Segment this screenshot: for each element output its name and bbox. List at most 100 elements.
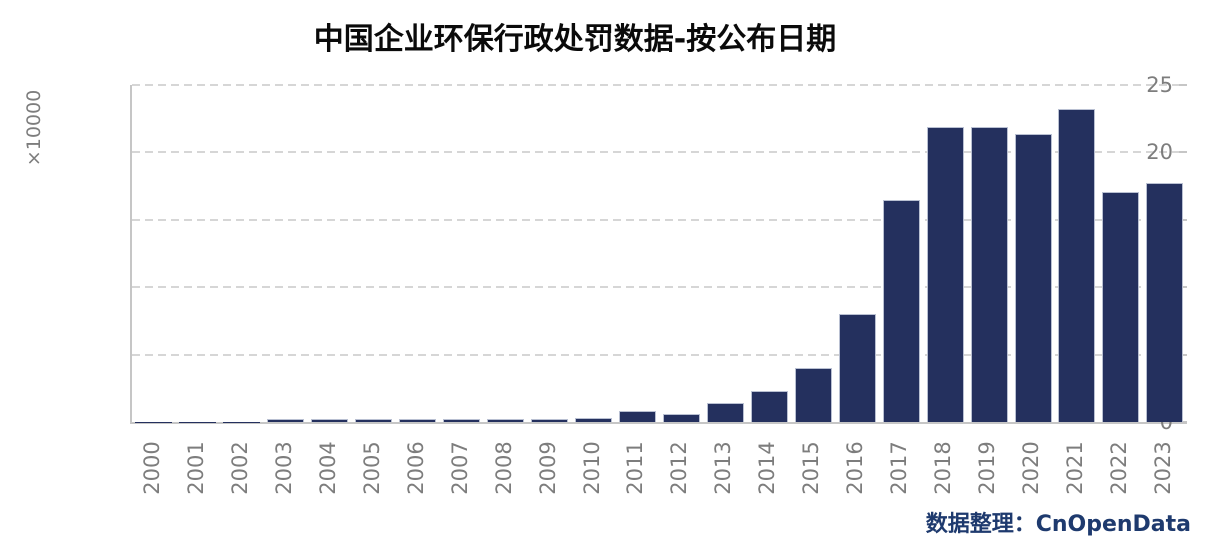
bar-slot bbox=[835, 85, 879, 422]
bar-slot bbox=[220, 85, 264, 422]
bars-container bbox=[132, 85, 1187, 422]
bar-slot bbox=[659, 85, 703, 422]
x-tick-label: 2021 bbox=[1062, 441, 1087, 495]
x-tick-label: 2010 bbox=[579, 441, 604, 495]
bar-slot bbox=[528, 85, 572, 422]
x-tick-cell: 2006 bbox=[394, 424, 438, 512]
x-tick-label: 2022 bbox=[1106, 441, 1131, 495]
x-tick-label: 2023 bbox=[1150, 441, 1175, 495]
bar-slot bbox=[1099, 85, 1143, 422]
x-tick-label: 2012 bbox=[667, 441, 692, 495]
bar-2019 bbox=[970, 126, 1008, 422]
x-tick-label: 2020 bbox=[1019, 441, 1044, 495]
x-tick-cell: 2008 bbox=[482, 424, 526, 512]
bar-2008 bbox=[487, 419, 525, 422]
x-tick-label: 2005 bbox=[359, 441, 384, 495]
bar-slot bbox=[879, 85, 923, 422]
bar-2012 bbox=[662, 413, 700, 422]
bar-slot bbox=[176, 85, 220, 422]
bar-slot bbox=[1143, 85, 1187, 422]
x-tick-label: 2018 bbox=[931, 441, 956, 495]
x-tick-label: 2009 bbox=[535, 441, 560, 495]
bar-slot bbox=[352, 85, 396, 422]
bar-2014 bbox=[750, 391, 788, 422]
y-tick-label: 25 bbox=[1146, 73, 1173, 97]
x-tick-label: 2008 bbox=[491, 441, 516, 495]
x-tick-cell: 2005 bbox=[350, 424, 394, 512]
x-tick-cell: 2007 bbox=[438, 424, 482, 512]
x-tick-cell: 2019 bbox=[965, 424, 1009, 512]
chart-title: 中国企业环保行政处罚数据-按公布日期 bbox=[313, 22, 837, 57]
bar-2006 bbox=[399, 419, 437, 422]
x-tick-cell: 2011 bbox=[613, 424, 657, 512]
bar-2010 bbox=[575, 417, 612, 422]
bar-slot bbox=[615, 85, 659, 422]
bar-2005 bbox=[355, 419, 393, 422]
x-tick-cell: 2001 bbox=[174, 424, 218, 512]
bar-2013 bbox=[706, 403, 744, 422]
bar-2015 bbox=[794, 368, 832, 422]
x-tick-cell: 2004 bbox=[306, 424, 350, 512]
y-tick-mark bbox=[1179, 151, 1187, 154]
y-axis-unit-label: ×10000 bbox=[23, 89, 45, 167]
x-tick-label: 2004 bbox=[315, 441, 340, 495]
bar-2011 bbox=[618, 411, 656, 422]
y-tick-mark bbox=[1179, 84, 1187, 86]
x-tick-label: 2001 bbox=[183, 441, 208, 495]
bar-2017 bbox=[882, 199, 920, 422]
credit-text: 数据整理：CnOpenData bbox=[925, 512, 1191, 537]
x-tick-label: 2019 bbox=[975, 441, 1000, 495]
bar-slot bbox=[1055, 85, 1099, 422]
x-tick-label: 2014 bbox=[755, 441, 780, 495]
x-tick-cell: 2023 bbox=[1141, 424, 1185, 512]
bar-2022 bbox=[1102, 191, 1140, 422]
bar-slot bbox=[440, 85, 484, 422]
bar-slot bbox=[264, 85, 308, 422]
x-tick-label: 2003 bbox=[271, 441, 296, 495]
x-tick-cell: 2015 bbox=[789, 424, 833, 512]
bar-slot bbox=[132, 85, 176, 422]
x-tick-cell: 2021 bbox=[1053, 424, 1097, 512]
bar-2003 bbox=[267, 419, 305, 422]
bar-2020 bbox=[1014, 133, 1052, 422]
bar-slot bbox=[967, 85, 1011, 422]
x-tick-cell: 2009 bbox=[526, 424, 570, 512]
x-tick-cell: 2020 bbox=[1009, 424, 1053, 512]
x-axis-labels: 2000 2001 2002 2003 2004 2005 2006 2007 2008 2009… bbox=[130, 424, 1185, 512]
bar-slot bbox=[1011, 85, 1055, 422]
plot-area: 0510152025 bbox=[130, 74, 1187, 433]
x-tick-cell: 2010 bbox=[570, 424, 614, 512]
bar-slot bbox=[396, 85, 440, 422]
bar-slot bbox=[703, 85, 747, 422]
x-tick-label: 2006 bbox=[403, 441, 428, 495]
bar-slot bbox=[747, 85, 791, 422]
y-tick-mark bbox=[1179, 421, 1187, 423]
x-tick-cell: 2016 bbox=[833, 424, 877, 512]
y-tick-label: 20 bbox=[1146, 140, 1173, 165]
bar-2023 bbox=[1146, 183, 1184, 422]
bar-slot bbox=[484, 85, 528, 422]
bar-2018 bbox=[926, 126, 964, 422]
x-tick-label: 2017 bbox=[887, 441, 912, 495]
x-tick-cell: 2022 bbox=[1097, 424, 1141, 512]
bar-slot bbox=[923, 85, 967, 422]
x-tick-cell: 2002 bbox=[218, 424, 262, 512]
bar-2016 bbox=[838, 314, 876, 422]
x-tick-label: 2002 bbox=[227, 441, 252, 495]
x-tick-cell: 2014 bbox=[745, 424, 789, 512]
x-tick-label: 2013 bbox=[711, 441, 736, 495]
x-tick-cell: 2000 bbox=[130, 424, 174, 512]
x-tick-label: 2007 bbox=[447, 441, 472, 495]
x-tick-cell: 2017 bbox=[877, 424, 921, 512]
bar-2009 bbox=[531, 419, 569, 422]
bar-2007 bbox=[443, 419, 481, 422]
x-tick-label: 2000 bbox=[139, 441, 164, 495]
bar-2021 bbox=[1058, 109, 1096, 422]
x-tick-cell: 2003 bbox=[262, 424, 306, 512]
x-tick-label: 2015 bbox=[799, 441, 824, 495]
x-tick-label: 2016 bbox=[843, 441, 868, 495]
x-tick-cell: 2018 bbox=[921, 424, 965, 512]
bar-slot bbox=[572, 85, 616, 422]
bar-slot bbox=[791, 85, 835, 422]
